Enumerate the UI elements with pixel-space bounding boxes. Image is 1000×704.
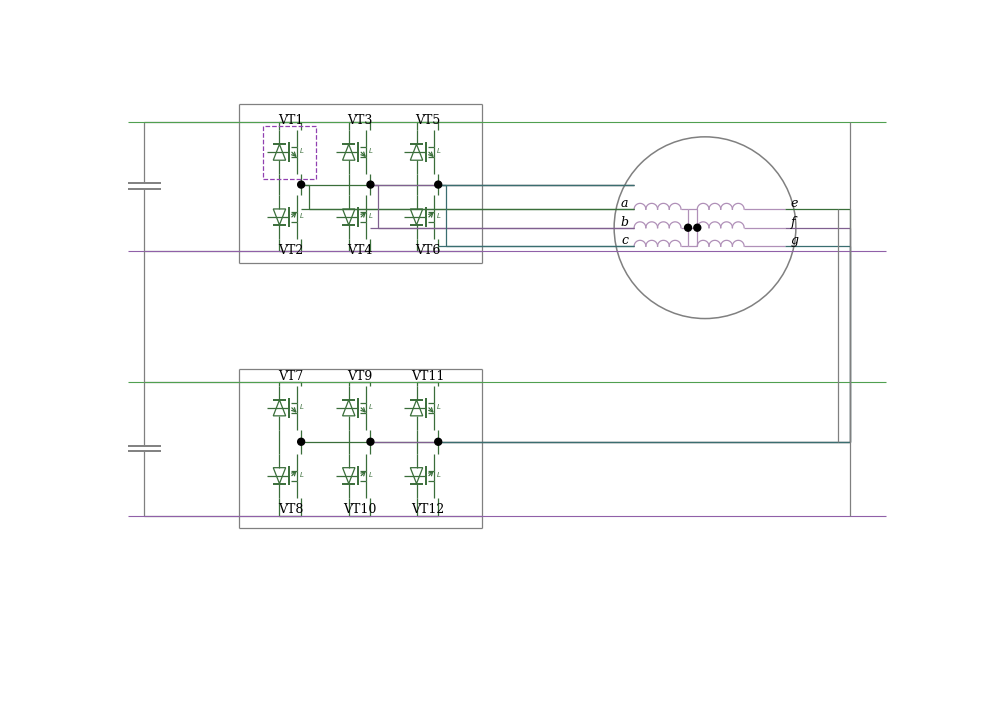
Text: L: L <box>300 472 304 478</box>
Text: VT1: VT1 <box>278 115 303 127</box>
Text: e: e <box>790 197 798 210</box>
Text: L: L <box>437 472 441 478</box>
Text: g: g <box>790 234 798 247</box>
Text: L: L <box>300 149 304 154</box>
Circle shape <box>435 181 442 188</box>
Text: VT10: VT10 <box>343 503 377 516</box>
Text: VT5: VT5 <box>415 115 440 127</box>
Text: VT8: VT8 <box>278 503 303 516</box>
Text: VT3: VT3 <box>347 115 373 127</box>
Text: L: L <box>437 404 441 410</box>
Text: VT4: VT4 <box>347 244 373 258</box>
Text: VT12: VT12 <box>411 503 444 516</box>
Text: VT2: VT2 <box>278 244 303 258</box>
Text: L: L <box>369 404 373 410</box>
Text: L: L <box>437 213 441 219</box>
Text: L: L <box>369 149 373 154</box>
Circle shape <box>685 225 692 231</box>
Text: a: a <box>620 197 628 210</box>
Circle shape <box>367 181 374 188</box>
Text: VT11: VT11 <box>411 370 444 383</box>
Text: L: L <box>369 213 373 219</box>
Text: f: f <box>790 216 795 229</box>
Circle shape <box>694 225 701 231</box>
Text: VT9: VT9 <box>347 370 372 383</box>
Circle shape <box>367 439 374 445</box>
Circle shape <box>435 439 442 445</box>
Text: c: c <box>621 234 628 247</box>
Text: L: L <box>437 149 441 154</box>
Text: b: b <box>620 216 628 229</box>
Text: L: L <box>369 472 373 478</box>
Circle shape <box>298 181 305 188</box>
Text: VT7: VT7 <box>278 370 303 383</box>
Text: L: L <box>300 213 304 219</box>
Text: L: L <box>300 404 304 410</box>
Text: VT6: VT6 <box>415 244 440 258</box>
Circle shape <box>298 439 305 445</box>
